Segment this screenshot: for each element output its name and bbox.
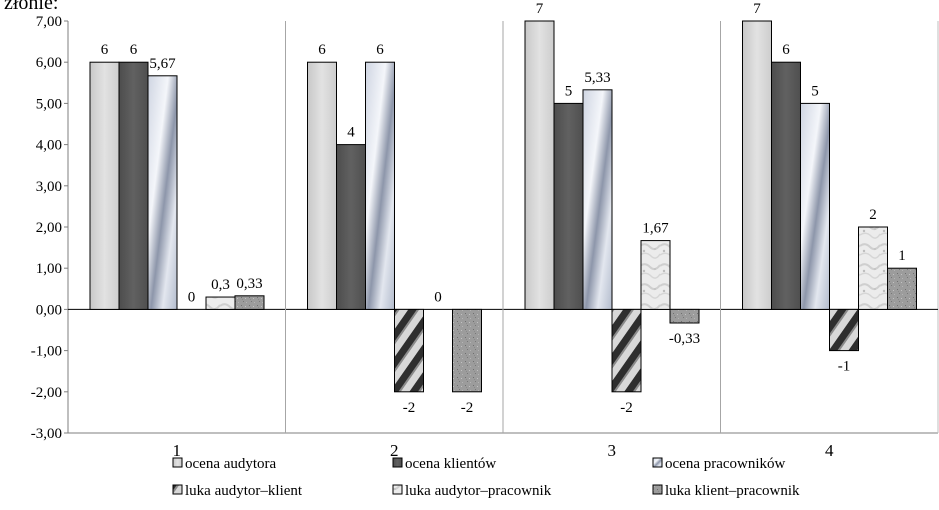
data-label: 6 xyxy=(376,42,384,58)
bar xyxy=(147,75,178,310)
legend-swatch xyxy=(652,484,663,495)
legend-swatch xyxy=(172,484,183,495)
data-label: 6 xyxy=(130,42,138,58)
x-tick-label: 4 xyxy=(825,441,834,460)
y-tick-label: -2,00 xyxy=(31,385,62,401)
bar xyxy=(742,20,772,310)
y-tick-label: 4,00 xyxy=(36,138,62,154)
top-caption: złonie: xyxy=(4,0,58,14)
data-label: 1 xyxy=(898,248,906,264)
legend-swatch xyxy=(392,484,403,495)
bar xyxy=(452,308,482,393)
legend-swatch xyxy=(392,457,403,468)
bar xyxy=(336,144,366,310)
x-tick-label: 1 xyxy=(173,441,182,460)
legend-label: luka audytor–pracownik xyxy=(405,483,552,499)
legend: ocena audytora ocena klientów ocena pracow… xyxy=(172,456,800,499)
data-label: 2 xyxy=(869,207,877,223)
data-label: 6 xyxy=(318,42,326,58)
bar xyxy=(234,295,265,310)
bar xyxy=(887,267,917,310)
bar xyxy=(611,308,642,393)
bar xyxy=(394,308,424,393)
data-label: 1,67 xyxy=(642,221,669,237)
bar xyxy=(669,308,700,324)
data-label: -0,33 xyxy=(669,331,700,347)
y-tick-label: 1,00 xyxy=(36,261,62,277)
data-label: 0,33 xyxy=(236,276,262,292)
data-label: -2 xyxy=(461,400,474,416)
bar xyxy=(829,308,859,352)
bar xyxy=(858,226,888,310)
y-tick-label: -3,00 xyxy=(31,426,62,442)
y-tick-label: 7,00 xyxy=(36,14,62,30)
y-tick-label: 5,00 xyxy=(36,96,62,112)
legend-label: ocena audytora xyxy=(185,456,277,472)
legend-swatch xyxy=(172,457,183,468)
bar xyxy=(205,296,236,310)
data-label: 5 xyxy=(811,83,819,99)
bar xyxy=(640,240,671,310)
data-label: 6 xyxy=(782,42,790,58)
y-tick-label: -1,00 xyxy=(31,344,62,360)
bar xyxy=(524,20,555,310)
bar xyxy=(800,102,830,310)
bar xyxy=(553,102,584,310)
data-label: 4 xyxy=(347,125,355,141)
x-tick-label: 2 xyxy=(390,441,399,460)
data-label: 0 xyxy=(434,289,442,305)
legend-label: ocena klientów xyxy=(405,456,496,472)
bar xyxy=(365,61,395,310)
data-label: 5,67 xyxy=(149,56,176,72)
data-label: 0,3 xyxy=(211,277,230,293)
data-label: 6 xyxy=(101,42,109,58)
x-tick-label: 3 xyxy=(608,441,617,460)
bar xyxy=(118,61,149,310)
y-tick-label: 0,00 xyxy=(36,302,62,318)
bar xyxy=(89,61,120,310)
data-label: -2 xyxy=(620,400,633,416)
plot-area: 7,00 6,00 5,00 4,00 3,00 2,00 1,00 0,00 -1,00 -2,… xyxy=(31,1,939,460)
data-label: 0 xyxy=(188,289,196,305)
y-tick-label: 6,00 xyxy=(36,55,62,71)
legend-label: luka audytor–klient xyxy=(185,483,303,499)
legend-swatch xyxy=(652,457,663,468)
legend-label: luka klient–pracownik xyxy=(665,483,800,499)
bar xyxy=(582,89,613,310)
data-label: 5 xyxy=(565,83,573,99)
data-label: 7 xyxy=(536,1,544,17)
data-label: 5,33 xyxy=(584,70,610,86)
y-tick-label: 2,00 xyxy=(36,220,62,236)
bar xyxy=(307,61,337,310)
bar xyxy=(771,61,801,310)
y-tick-label: 3,00 xyxy=(36,179,62,195)
data-label: 7 xyxy=(753,1,761,17)
legend-label: ocena pracowników xyxy=(665,456,786,472)
data-label: -2 xyxy=(403,400,416,416)
data-label: -1 xyxy=(838,359,851,375)
